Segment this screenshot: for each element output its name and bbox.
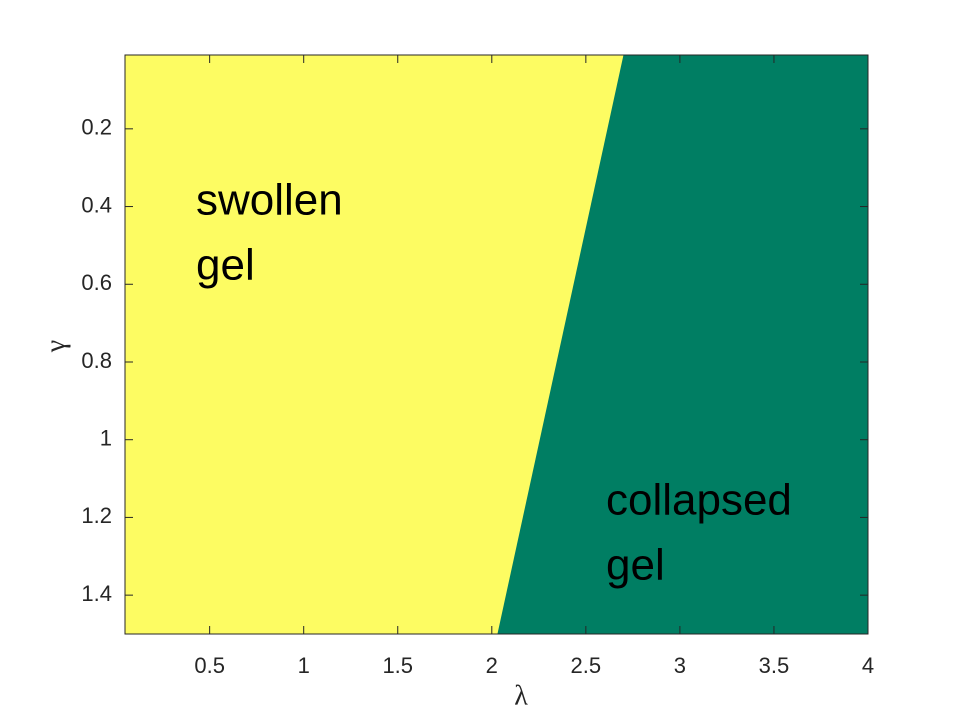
y-tick-label: 0.8 [81,348,112,373]
y-tick-label: 0.2 [81,115,112,140]
x-tick-label: 1.5 [382,653,413,678]
x-tick-label: 3 [674,653,686,678]
region-label: collapsed [606,476,792,525]
y-tick-label: 1.2 [81,503,112,528]
x-tick-label: 1 [298,653,310,678]
y-tick-label: 1 [100,426,112,451]
x-axis-label: λ [514,680,528,711]
x-tick-label: 0.5 [194,653,225,678]
x-tick-label: 4 [862,653,874,678]
y-tick-label: 0.6 [81,270,112,295]
region-label: gel [196,241,255,290]
y-axis-label: γ [40,340,71,353]
x-tick-label: 3.5 [759,653,790,678]
y-tick-label: 0.4 [81,192,112,217]
region-label: swollen [196,176,343,225]
plot-frame [124,54,869,635]
y-tick-label: 1.4 [81,581,112,606]
region-boundary [497,55,868,634]
x-tick-label: 2 [486,653,498,678]
region-label: gel [606,541,665,590]
x-tick-label: 2.5 [571,653,602,678]
